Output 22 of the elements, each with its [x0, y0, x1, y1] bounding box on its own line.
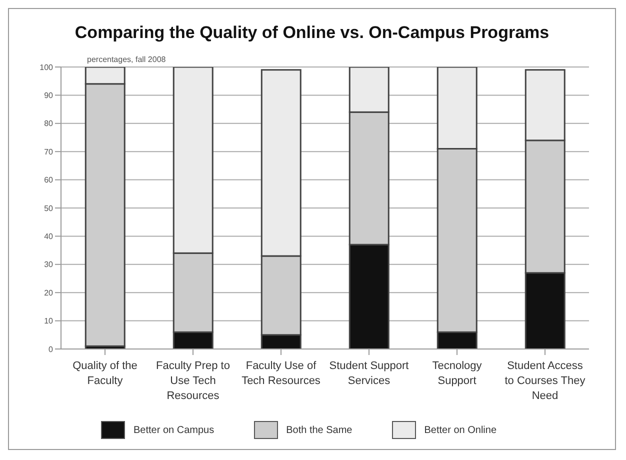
y-tick-label: 0 — [48, 344, 54, 354]
chart-subtitle: percentages, fall 2008 — [87, 55, 166, 64]
legend-label: Both the Same — [286, 424, 352, 436]
y-tick-label: 50 — [44, 204, 54, 213]
y-tick-label: 80 — [44, 119, 54, 128]
x-tick-label: Student Access to Courses They Need — [504, 360, 586, 402]
x-tick-label: Quality of the Faculty — [72, 360, 138, 387]
x-tick-label: Faculty Prep to Use Tech Resources — [156, 360, 230, 402]
x-tick-label: Tecnology Support — [432, 360, 482, 387]
y-tick-label: 20 — [44, 288, 54, 298]
y-tick-label: 90 — [44, 91, 54, 100]
y-tick-label: 10 — [44, 316, 54, 326]
x-tick-label: Student Support Services — [329, 360, 409, 387]
legend-label: Better on Online — [424, 424, 497, 436]
x-tick-label: Faculty Use of Tech Resources — [242, 360, 321, 387]
y-tick-label: 60 — [44, 176, 54, 185]
y-tick-label: 100 — [40, 62, 54, 72]
y-tick-label: 30 — [44, 260, 54, 270]
y-tick-label: 70 — [44, 147, 54, 156]
y-tick-label: 40 — [44, 232, 54, 242]
legend-label: Better on Campus — [133, 424, 214, 436]
chart-title: Comparing the Quality of Online vs. On-Campus Programs — [74, 23, 550, 43]
